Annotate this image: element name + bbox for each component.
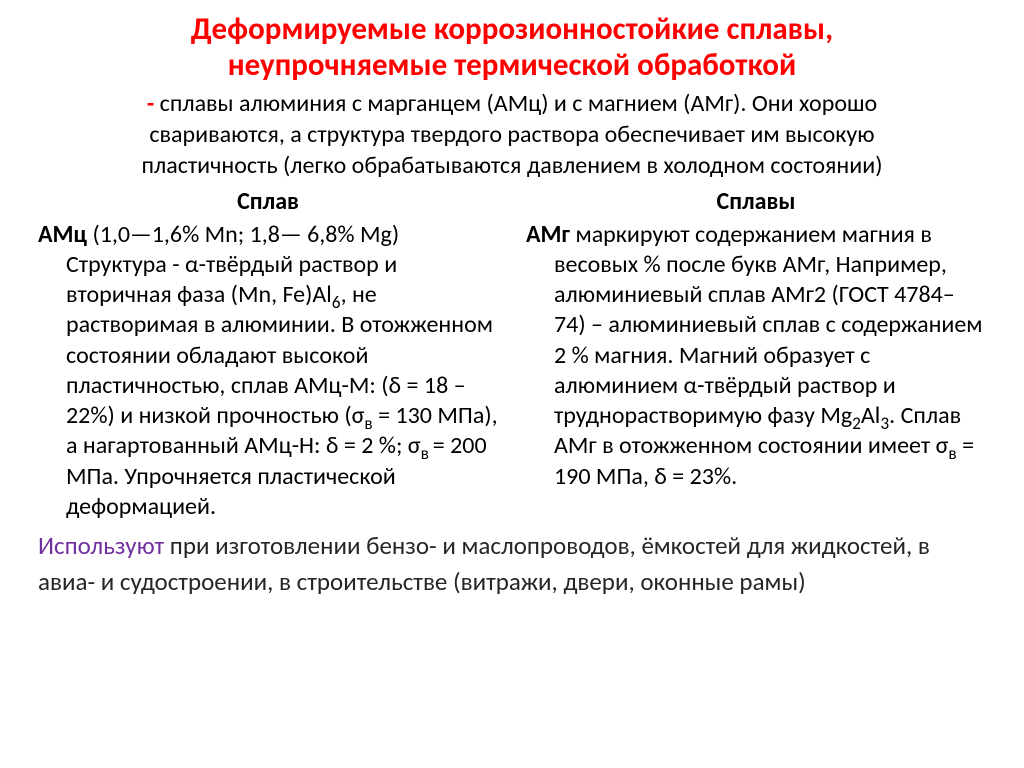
footer-lead: Используют xyxy=(38,530,164,561)
footer-rest: при изготовлении бензо- и маслопроводов,… xyxy=(38,530,930,597)
slide-title: Деформируемые коррозионностойкие сплавы,… xyxy=(38,12,986,83)
intro-line2: свариваются, а структура твердого раство… xyxy=(149,120,874,149)
left-heading: Сплав xyxy=(38,187,498,217)
left-column: Сплав АМц (1,0—1,6% Mn; 1,8— 6,8% Mg) Ст… xyxy=(38,187,498,522)
intro-line1: сплавы алюминия с марганцем (АМц) и с ма… xyxy=(154,89,877,118)
footer-paragraph: Используют при изготовлении бензо- и мас… xyxy=(38,528,986,601)
right-text-1: маркируют содержанием магния в весовых %… xyxy=(554,220,982,430)
right-body: АМг маркируют содержанием магния в весов… xyxy=(526,220,986,492)
left-sub-3: в xyxy=(421,443,433,464)
right-column: Сплавы АМг маркируют содержанием магния … xyxy=(526,187,986,522)
intro-line3: пластичность (легко обрабатываются давле… xyxy=(142,151,883,180)
right-lead: АМг xyxy=(526,220,570,249)
right-sub-3: в xyxy=(948,443,956,464)
left-body: АМц (1,0—1,6% Mn; 1,8— 6,8% Mg) Структур… xyxy=(38,220,498,522)
intro-paragraph: - сплавы алюминия с марганцем (АМц) и с … xyxy=(38,89,986,181)
left-lead: АМц xyxy=(38,220,87,249)
two-column-region: Сплав АМц (1,0—1,6% Mn; 1,8— 6,8% Mg) Ст… xyxy=(38,187,986,522)
right-heading: Сплавы xyxy=(526,187,986,217)
right-mid-1: Al xyxy=(861,401,880,430)
title-line2: неупрочняемые термической обработкой xyxy=(228,46,796,84)
title-line1: Деформируемые коррозионностойкие сплавы, xyxy=(191,10,833,48)
